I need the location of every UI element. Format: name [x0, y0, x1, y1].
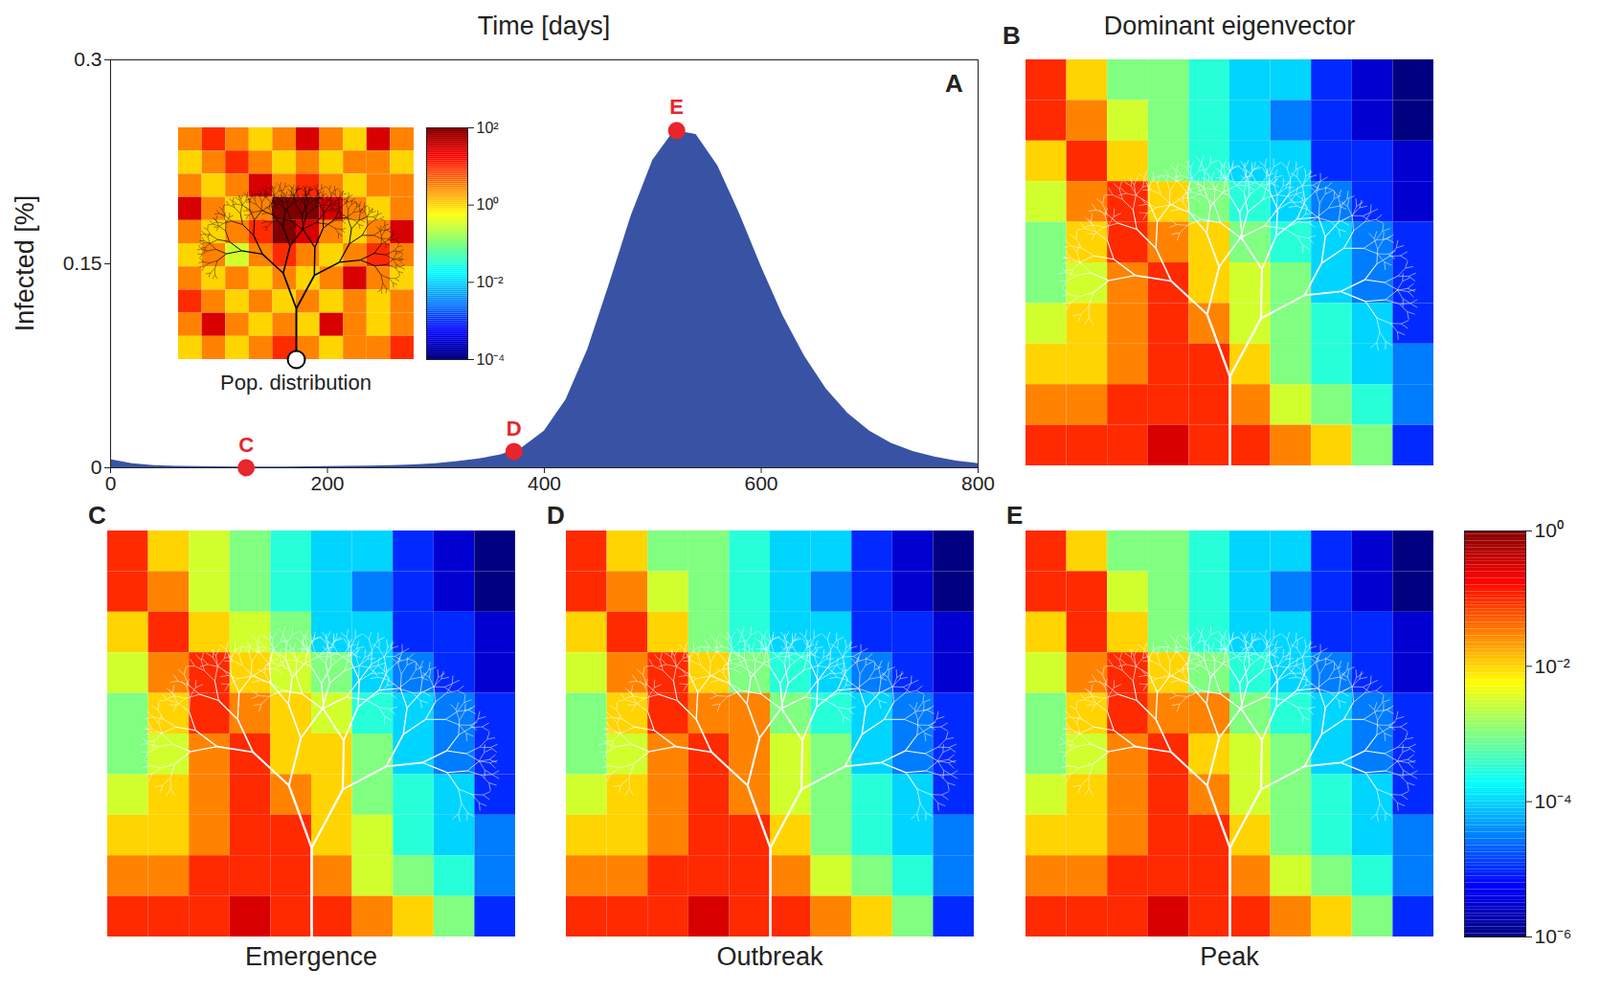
- html-text:B: B: [1002, 21, 1021, 50]
- svg-text:10⁻⁴: 10⁻⁴: [476, 351, 506, 368]
- html-text:Emergence: Emergence: [245, 942, 378, 971]
- html-text:E: E: [1006, 500, 1023, 530]
- html-text:Time [days]: Time [days]: [477, 11, 611, 41]
- svg-text:10⁻⁶: 10⁻⁶: [1534, 924, 1573, 947]
- svg-text:E: E: [669, 94, 684, 119]
- svg-text:200: 200: [310, 472, 344, 495]
- html-text:Peak: Peak: [1199, 942, 1259, 971]
- svg-text:10²: 10²: [476, 119, 500, 136]
- html-text:C: C: [88, 500, 107, 530]
- svg-text:0.3: 0.3: [73, 47, 102, 70]
- svg-text:0.15: 0.15: [63, 251, 103, 274]
- svg-text:0: 0: [105, 472, 117, 495]
- html-text:Outbreak: Outbreak: [716, 942, 823, 971]
- svg-text:10⁻⁴: 10⁻⁴: [1534, 789, 1573, 812]
- html-text:Pop. distribution: Pop. distribution: [220, 370, 372, 395]
- svg-text:C: C: [238, 432, 254, 457]
- svg-text:400: 400: [527, 472, 562, 495]
- svg-text:800: 800: [961, 472, 995, 495]
- svg-text:10⁻²: 10⁻²: [1534, 654, 1571, 677]
- html-text:D: D: [546, 500, 565, 530]
- html-text:A: A: [945, 68, 964, 98]
- svg-text:D: D: [506, 416, 522, 441]
- svg-text:10⁰: 10⁰: [476, 196, 500, 213]
- svg-text:10⁻²: 10⁻²: [476, 273, 505, 291]
- html-text:Dominant eigenvector: Dominant eigenvector: [1103, 11, 1356, 41]
- svg-text:0: 0: [90, 455, 103, 478]
- svg-text:10⁰: 10⁰: [1534, 518, 1564, 541]
- html-text:Infected [%]: Infected [%]: [10, 195, 39, 332]
- svg-text:600: 600: [743, 472, 778, 495]
